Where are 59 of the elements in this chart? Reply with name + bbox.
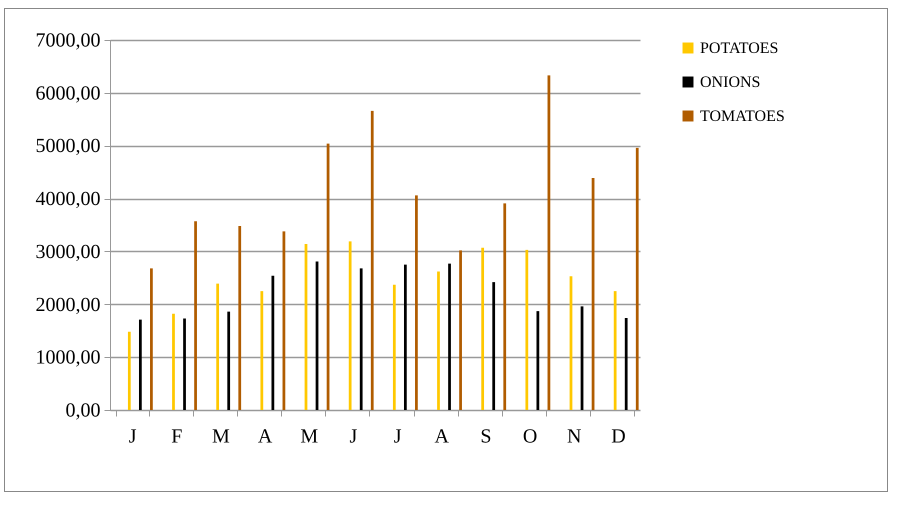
y-tick-label: 1000,00 [36, 346, 100, 369]
bar [614, 291, 617, 410]
y-tick-label: 6000,00 [36, 82, 100, 104]
y-tick-label: 5000,00 [36, 135, 100, 158]
bar [592, 178, 594, 410]
bar [304, 244, 308, 410]
x-tick-label: A [434, 426, 450, 448]
bar [282, 231, 286, 410]
bar [437, 272, 440, 410]
bar [172, 314, 175, 410]
bar [636, 148, 639, 410]
x-tick-label: D [611, 426, 626, 448]
bar [580, 306, 584, 410]
bar [459, 250, 462, 410]
bar [360, 268, 363, 410]
x-tick-label: M [212, 426, 230, 448]
x-tick-label: S [480, 426, 492, 448]
y-tick-label: 3000,00 [36, 240, 100, 263]
x-tick-label: J [350, 426, 358, 448]
x-tick-label: F [171, 426, 182, 448]
y-tick-label: 4000,00 [36, 188, 100, 210]
bar [316, 261, 318, 410]
bar [448, 264, 451, 410]
bar [570, 276, 572, 410]
bar [536, 311, 540, 410]
x-tick-label: M [300, 426, 318, 448]
bar [326, 144, 330, 410]
bar [271, 276, 274, 410]
bar [128, 332, 131, 410]
x-tick-label: J [394, 426, 402, 448]
bar [492, 282, 496, 410]
y-tick-label: 7000,00 [36, 30, 100, 52]
bar [392, 284, 396, 410]
bar [525, 250, 528, 410]
bar [216, 284, 220, 410]
bar [150, 268, 153, 410]
bar [404, 264, 407, 410]
bar [138, 320, 142, 410]
bar [183, 318, 186, 410]
bar [624, 318, 628, 410]
bar [481, 248, 484, 410]
bar [194, 221, 197, 410]
bar [227, 312, 230, 410]
x-tick-label: O [522, 426, 538, 448]
x-tick-label: A [258, 426, 273, 448]
bar [503, 203, 506, 410]
bar [548, 75, 550, 410]
bar [260, 291, 264, 410]
legend-label: ONIONS [700, 74, 760, 91]
y-tick-label: 0,00 [66, 400, 100, 422]
legend-label: TOMATOES [700, 108, 785, 125]
bar [348, 241, 352, 410]
bar [238, 226, 242, 410]
legend-label: POTATOES [700, 40, 778, 57]
x-tick-label: N [567, 426, 582, 448]
bar [370, 110, 374, 410]
bar [415, 195, 418, 410]
y-tick-label: 2000,00 [36, 294, 100, 316]
x-tick-label: J [128, 426, 137, 448]
